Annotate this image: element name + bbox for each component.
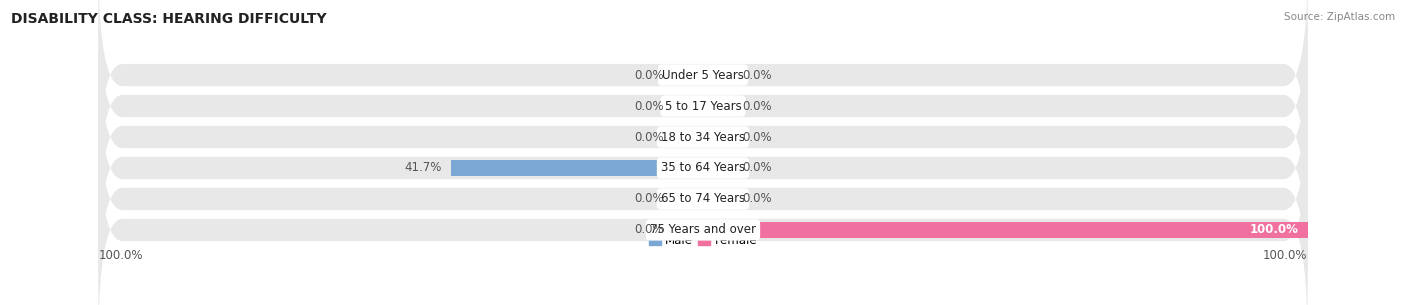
Text: 5 to 17 Years: 5 to 17 Years <box>665 99 741 113</box>
Bar <box>703 160 734 176</box>
Text: 100.0%: 100.0% <box>1250 224 1299 236</box>
Text: DISABILITY CLASS: HEARING DIFFICULTY: DISABILITY CLASS: HEARING DIFFICULTY <box>11 12 326 26</box>
Text: 0.0%: 0.0% <box>742 161 772 174</box>
Text: 41.7%: 41.7% <box>405 161 441 174</box>
Text: 18 to 34 Years: 18 to 34 Years <box>661 131 745 144</box>
Bar <box>672 98 703 114</box>
FancyBboxPatch shape <box>98 0 1308 219</box>
Bar <box>672 222 703 238</box>
Bar <box>703 129 734 145</box>
FancyBboxPatch shape <box>98 0 1308 188</box>
Text: 0.0%: 0.0% <box>742 69 772 81</box>
Bar <box>672 67 703 83</box>
Text: 65 to 74 Years: 65 to 74 Years <box>661 192 745 206</box>
Text: 0.0%: 0.0% <box>634 131 664 144</box>
Text: 0.0%: 0.0% <box>742 131 772 144</box>
Bar <box>672 191 703 207</box>
FancyBboxPatch shape <box>98 24 1308 250</box>
Text: 100.0%: 100.0% <box>98 249 143 262</box>
Text: 35 to 64 Years: 35 to 64 Years <box>661 161 745 174</box>
Text: 0.0%: 0.0% <box>742 192 772 206</box>
Text: 100.0%: 100.0% <box>1263 249 1308 262</box>
Text: 0.0%: 0.0% <box>634 99 664 113</box>
Text: 75 Years and over: 75 Years and over <box>650 224 756 236</box>
Text: 0.0%: 0.0% <box>634 224 664 236</box>
Bar <box>703 98 734 114</box>
Bar <box>703 191 734 207</box>
Text: Under 5 Years: Under 5 Years <box>662 69 744 81</box>
FancyBboxPatch shape <box>98 86 1308 305</box>
Bar <box>672 129 703 145</box>
Text: Source: ZipAtlas.com: Source: ZipAtlas.com <box>1284 12 1395 22</box>
Bar <box>703 222 1308 238</box>
Text: 0.0%: 0.0% <box>742 99 772 113</box>
Text: 0.0%: 0.0% <box>634 69 664 81</box>
FancyBboxPatch shape <box>98 117 1308 305</box>
Bar <box>703 67 734 83</box>
Bar <box>451 160 703 176</box>
FancyBboxPatch shape <box>98 55 1308 281</box>
Legend: Male, Female: Male, Female <box>644 230 762 252</box>
Text: 0.0%: 0.0% <box>634 192 664 206</box>
